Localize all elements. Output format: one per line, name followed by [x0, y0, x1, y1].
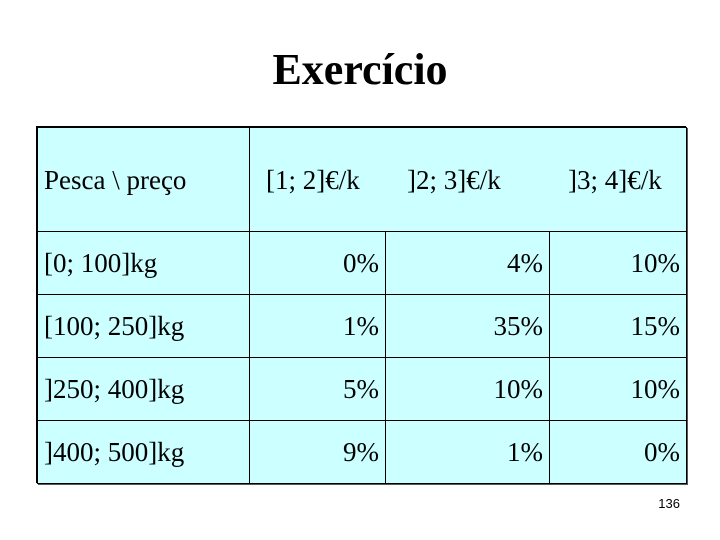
table-cell: 0%: [249, 231, 386, 295]
table-cell: 1%: [385, 420, 550, 484]
price-probability-table: Pesca \ preço [1; 2]€/k ]2; 3]€/k ]3; 4]…: [36, 126, 688, 484]
column-header-2: ]2; 3]€/k: [407, 164, 501, 195]
table-row: [100; 250]kg 1% 35% 15%: [37, 294, 688, 358]
table-cell: 1%: [249, 294, 386, 358]
row-header: ]400; 500]kg: [37, 420, 250, 484]
row-header: [0; 100]kg: [37, 231, 250, 295]
table-cell: 5%: [249, 357, 386, 421]
table-row: ]250; 400]kg 5% 10% 10%: [37, 357, 688, 421]
column-header-3: ]3; 4]€/k: [568, 164, 662, 195]
row-header: ]250; 400]kg: [37, 357, 250, 421]
table-cell: 4%: [385, 231, 550, 295]
page-number: 136: [658, 496, 680, 511]
corner-header: Pesca \ preço: [37, 127, 250, 232]
column-headers: [1; 2]€/k ]2; 3]€/k ]3; 4]€/k: [248, 127, 688, 232]
table-cell: 10%: [548, 231, 688, 295]
table-cell: 9%: [249, 420, 386, 484]
row-header: [100; 250]kg: [37, 294, 250, 358]
slide-title: Exercício: [272, 45, 448, 94]
table-row: [0; 100]kg 0% 4% 10%: [37, 231, 688, 295]
table-row: ]400; 500]kg 9% 1% 0%: [37, 420, 688, 484]
table-cell: 35%: [385, 294, 550, 358]
table-cell: 10%: [548, 357, 688, 421]
column-header-1: [1; 2]€/k: [266, 164, 360, 195]
table-cell: 0%: [548, 420, 688, 484]
table-cell: 10%: [385, 357, 550, 421]
table-cell: 15%: [548, 294, 688, 358]
